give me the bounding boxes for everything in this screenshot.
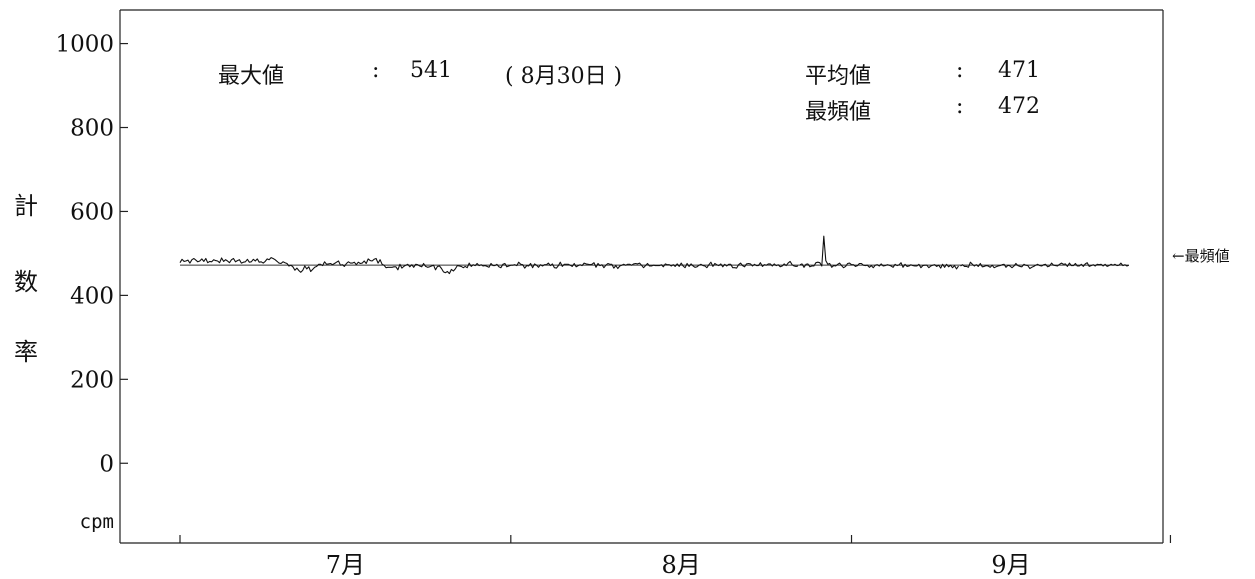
series-line-segment-1	[799, 235, 959, 270]
y-tick-label-1000: 1000	[55, 32, 114, 58]
y-axis-label-char-3: 率	[14, 338, 38, 366]
max-label: 最大値	[218, 64, 285, 89]
max-value: 541	[410, 58, 452, 83]
plot-frame	[119, 9, 1164, 544]
x-month-label-1: 8月	[662, 551, 701, 579]
x-axis-ticks: 7月 8月 9月	[179, 535, 1172, 579]
max-date: ( 8月30日 )	[505, 64, 623, 89]
y-axis-label-char-1: 計	[14, 192, 38, 220]
mode-separator: :	[956, 94, 964, 119]
y-tick-label-0: 0	[99, 451, 114, 477]
y-tick-label-200: 200	[70, 367, 114, 393]
y-unit-label: cpm	[80, 511, 114, 533]
mean-value: 471	[998, 58, 1040, 83]
mode-value: 472	[998, 94, 1040, 119]
y-tick-label-600: 600	[70, 199, 114, 225]
y-tick-label-400: 400	[70, 283, 114, 309]
mode-label: 最頻値	[805, 100, 872, 125]
series-line-group	[179, 235, 1130, 275]
y-axis-ticks: 0 200 400 600 800 1000 cpm	[55, 32, 128, 533]
mode-marker-label: ←最頻値	[1172, 247, 1230, 265]
series-line-segment-0	[179, 257, 799, 275]
y-axis-label-char-2: 数	[14, 268, 38, 296]
max-separator: :	[372, 58, 380, 83]
mean-separator: :	[956, 58, 964, 83]
series-line-segment-2	[960, 261, 1130, 270]
mean-label: 平均値	[805, 64, 872, 89]
x-month-label-0: 7月	[326, 551, 365, 579]
y-tick-label-800: 800	[70, 116, 114, 142]
x-month-label-2: 9月	[991, 551, 1030, 579]
